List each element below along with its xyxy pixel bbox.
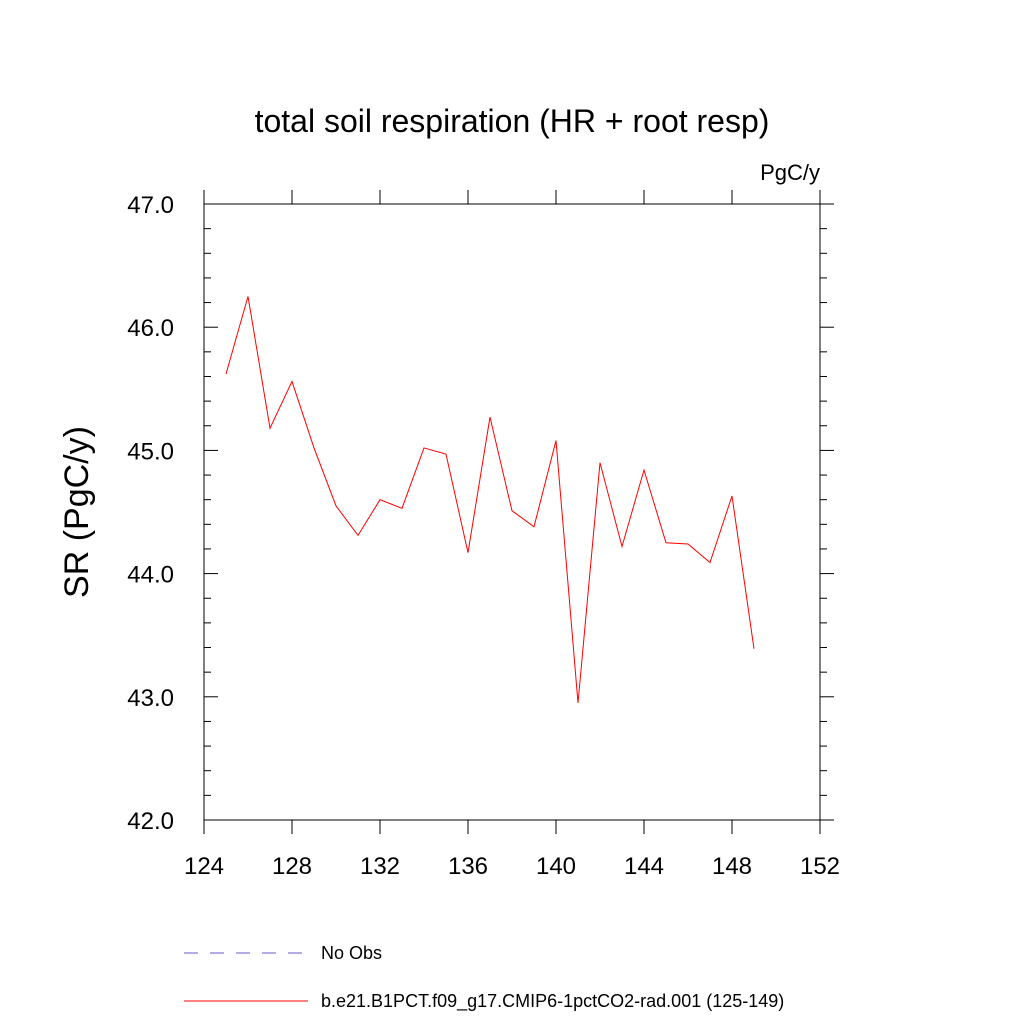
legend-label-no-obs: No Obs — [321, 943, 382, 963]
x-tick-label: 132 — [360, 853, 400, 880]
series-line — [225, 296, 755, 704]
y-tick-label: 45.0 — [127, 438, 174, 465]
y-tick-label: 44.0 — [127, 562, 174, 589]
y-tick-label: 42.0 — [127, 808, 174, 835]
series-layer — [225, 296, 755, 704]
x-tick-label: 128 — [272, 853, 312, 880]
x-tick-label: 144 — [624, 853, 664, 880]
units-label: PgC/y — [760, 160, 820, 185]
y-tick-label: 43.0 — [127, 685, 174, 712]
x-tick-label: 152 — [800, 853, 840, 880]
legend-label-model: b.e21.B1PCT.f09_g17.CMIP6-1pctCO2-rad.00… — [321, 991, 784, 1012]
x-tick-label: 124 — [184, 853, 224, 880]
y-tick-labels: 42.0 43.0 44.0 45.0 46.0 47.0 — [127, 192, 174, 835]
x-tick-label: 140 — [536, 853, 576, 880]
y-tick-label: 47.0 — [127, 192, 174, 219]
x-tick-labels: 124 128 132 136 140 144 148 152 — [184, 853, 840, 880]
y-tick-label: 46.0 — [127, 315, 174, 342]
chart-title: total soil respiration (HR + root resp) — [255, 103, 770, 139]
plot-frame — [203, 203, 821, 821]
legend: No Obs b.e21.B1PCT.f09_g17.CMIP6-1pctCO2… — [184, 943, 784, 1012]
y-axis-label: SR (PgC/y) — [58, 426, 96, 598]
axis-ticks — [203, 190, 834, 834]
x-tick-label: 136 — [448, 853, 488, 880]
x-tick-label: 148 — [712, 853, 752, 880]
